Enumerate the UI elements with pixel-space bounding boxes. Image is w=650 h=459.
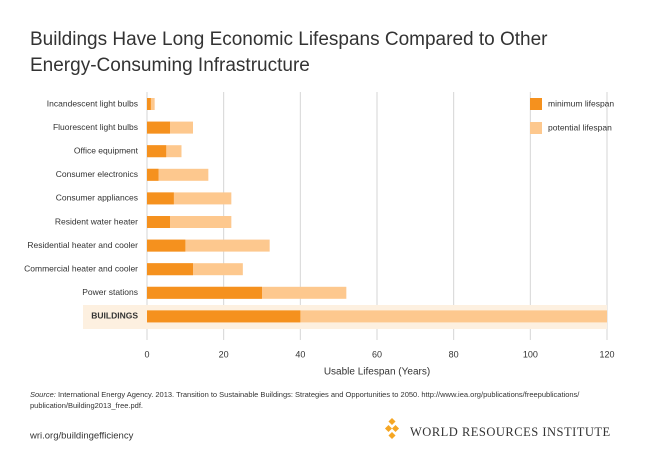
x-tick-label: 120 [599, 349, 614, 359]
source-text: International Energy Agency. 2013. Trans… [56, 390, 580, 399]
legend-label: minimum lifespan [548, 98, 614, 108]
org-name: WORLD RESOURCES INSTITUTE [410, 425, 611, 439]
footer-url: wri.org/buildingefficiency [29, 431, 134, 442]
source-text: publication/Building2013_free.pdf. [30, 401, 143, 410]
y-tick-label: Fluorescent light bulbs [53, 122, 138, 132]
source-label: Source: [30, 390, 56, 399]
y-tick-label: Consumer electronics [56, 169, 138, 179]
bar [147, 145, 167, 158]
chart-title: Energy-Consuming Infrastructure [30, 55, 310, 76]
bar [147, 192, 174, 205]
bar [147, 310, 301, 323]
bar [147, 98, 155, 110]
y-tick-label: Office equipment [74, 145, 139, 155]
bar [147, 168, 159, 181]
x-tick-label: 20 [219, 349, 229, 359]
x-tick-label: 40 [295, 349, 305, 359]
chart-title: Buildings Have Long Economic Lifespans C… [30, 29, 548, 50]
bar [147, 168, 209, 181]
x-tick-label: 100 [523, 349, 538, 359]
bar [147, 263, 193, 276]
bar [147, 98, 151, 110]
y-tick-label: Residential heater and cooler [27, 240, 138, 250]
legend-label: potential lifespan [548, 122, 612, 132]
x-axis-label: Usable Lifespan (Years) [324, 367, 430, 378]
logo-icon [384, 417, 400, 440]
x-tick-label: 80 [449, 349, 459, 359]
y-tick-label: Incandescent light bulbs [47, 98, 138, 108]
bar [147, 286, 262, 299]
bar [147, 216, 170, 228]
bar [147, 239, 186, 252]
y-tick-label: BUILDINGS [91, 311, 138, 321]
source: Source: International Energy Agency. 201… [30, 390, 580, 399]
y-tick-label: Consumer appliances [56, 193, 138, 203]
x-tick-label: 60 [372, 349, 382, 359]
legend-swatch [530, 98, 542, 110]
bar [147, 121, 170, 134]
y-tick-label: Commercial heater and cooler [24, 263, 138, 273]
y-tick-label: Power stations [82, 287, 138, 297]
legend-swatch [530, 122, 542, 134]
y-tick-label: Resident water heater [55, 216, 138, 226]
x-tick-label: 0 [144, 349, 149, 359]
